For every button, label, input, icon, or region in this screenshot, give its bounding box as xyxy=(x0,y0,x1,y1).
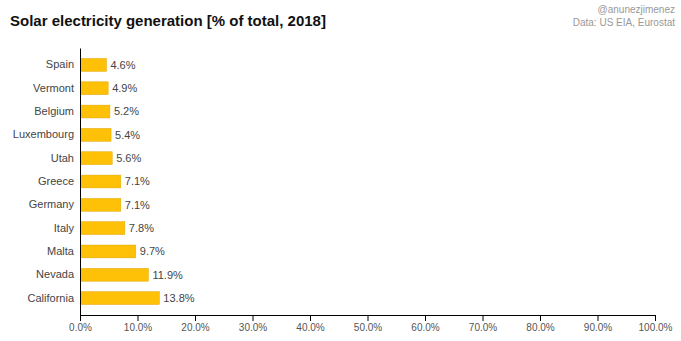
bar xyxy=(80,268,148,281)
x-tick: 30.0% xyxy=(239,315,267,333)
bar xyxy=(80,222,125,235)
y-tick-label: Spain xyxy=(46,58,74,70)
x-tick-label: 100.0% xyxy=(639,322,673,333)
y-tick: Malta xyxy=(47,245,75,257)
bar xyxy=(80,175,121,188)
x-tick-mark xyxy=(655,315,656,321)
y-tick-label: Vermont xyxy=(33,82,74,94)
data-label: 7.1% xyxy=(125,175,150,187)
bar xyxy=(80,292,159,305)
x-tick-mark xyxy=(368,315,369,321)
y-tick: Nevada xyxy=(36,268,75,280)
x-tick-mark xyxy=(195,315,196,321)
x-tick: 0.0% xyxy=(69,315,92,333)
x-tick-label: 10.0% xyxy=(124,322,152,333)
data-label: 5.2% xyxy=(114,105,139,117)
y-tick: Germany xyxy=(29,198,75,210)
x-axis: 0.0% 10.0% 20.0% 30.0% 40.0% 50.0% 60.0% 70.0% 8… xyxy=(69,315,672,333)
annotation: Data: US EIA, Eurostat xyxy=(573,17,675,28)
x-tick-label: 70.0% xyxy=(469,322,497,333)
x-tick: 40.0% xyxy=(296,315,324,333)
y-axis-line xyxy=(80,49,81,316)
x-tick: 20.0% xyxy=(181,315,209,333)
x-tick-label: 50.0% xyxy=(354,322,382,333)
data-label: 5.4% xyxy=(115,129,140,141)
bar xyxy=(80,152,112,165)
x-tick-mark xyxy=(138,315,139,321)
x-tick-mark xyxy=(598,315,599,321)
y-tick-label: California xyxy=(28,292,75,304)
x-tick-label: 20.0% xyxy=(181,322,209,333)
x-tick-label: 0.0% xyxy=(69,322,92,333)
y-tick: Vermont xyxy=(33,82,74,94)
y-tick-label: Malta xyxy=(47,245,75,257)
x-tick-mark xyxy=(483,315,484,321)
x-tick-label: 90.0% xyxy=(584,322,612,333)
x-tick-label: 60.0% xyxy=(411,322,439,333)
y-tick-label: Nevada xyxy=(36,268,75,280)
chart-svg: Solar electricity generation [% of total… xyxy=(0,0,681,341)
annotation: @anunezjimenez xyxy=(598,4,675,15)
x-tick: 10.0% xyxy=(124,315,152,333)
bar xyxy=(80,128,111,141)
y-tick: Italy xyxy=(54,222,75,234)
y-tick-label: Italy xyxy=(54,222,75,234)
y-tick: Utah xyxy=(51,152,74,164)
x-tick-label: 40.0% xyxy=(296,322,324,333)
y-tick-label: Germany xyxy=(29,198,75,210)
data-label: 5.6% xyxy=(116,152,141,164)
x-tick: 60.0% xyxy=(411,315,439,333)
x-tick-mark xyxy=(540,315,541,321)
plot: 0.0% 10.0% 20.0% 30.0% 40.0% 50.0% 60.0% 70.0% 8… xyxy=(13,49,673,334)
x-tick: 70.0% xyxy=(469,315,497,333)
y-tick-label: Utah xyxy=(51,152,74,164)
y-tick: Luxembourg xyxy=(13,128,74,140)
y-tick: Greece xyxy=(38,175,74,187)
data-label: 7.8% xyxy=(129,222,154,234)
data-labels: 13.8% 11.9% 9.7% 7.8% 7.1% 7.1% 5.6% 5.4% 5.2% 4.… xyxy=(110,59,194,304)
x-tick: 90.0% xyxy=(584,315,612,333)
y-tick: Belgium xyxy=(34,105,74,117)
data-label: 11.9% xyxy=(152,269,183,281)
x-tick: 80.0% xyxy=(526,315,554,333)
x-tick-label: 30.0% xyxy=(239,322,267,333)
y-tick: California xyxy=(28,292,75,304)
y-axis: California Nevada Malta Italy Germany Greece U… xyxy=(13,49,81,316)
bar xyxy=(80,198,121,211)
y-tick-label: Greece xyxy=(38,175,74,187)
x-tick-mark xyxy=(310,315,311,321)
bar xyxy=(80,245,136,258)
x-axis-line xyxy=(81,316,656,322)
y-tick-label: Luxembourg xyxy=(13,128,74,140)
x-tick-label: 80.0% xyxy=(526,322,554,333)
data-label: 9.7% xyxy=(140,245,165,257)
y-tick-label: Belgium xyxy=(34,105,74,117)
x-tick-mark xyxy=(253,315,254,321)
x-tick: 100.0% xyxy=(639,315,673,333)
bar xyxy=(80,105,110,118)
y-tick: Spain xyxy=(46,58,74,70)
bars xyxy=(80,58,159,304)
data-label: 4.6% xyxy=(110,59,135,71)
chart-container: Solar electricity generation [% of total… xyxy=(0,0,681,341)
bar xyxy=(80,82,108,95)
x-tick-mark xyxy=(80,315,81,321)
data-label: 7.1% xyxy=(125,199,150,211)
x-tick: 50.0% xyxy=(354,315,382,333)
data-label: 4.9% xyxy=(112,82,137,94)
data-label: 13.8% xyxy=(163,292,194,304)
title: Solar electricity generation [% of total… xyxy=(10,12,326,29)
x-tick-mark xyxy=(425,315,426,321)
bar xyxy=(80,58,106,71)
